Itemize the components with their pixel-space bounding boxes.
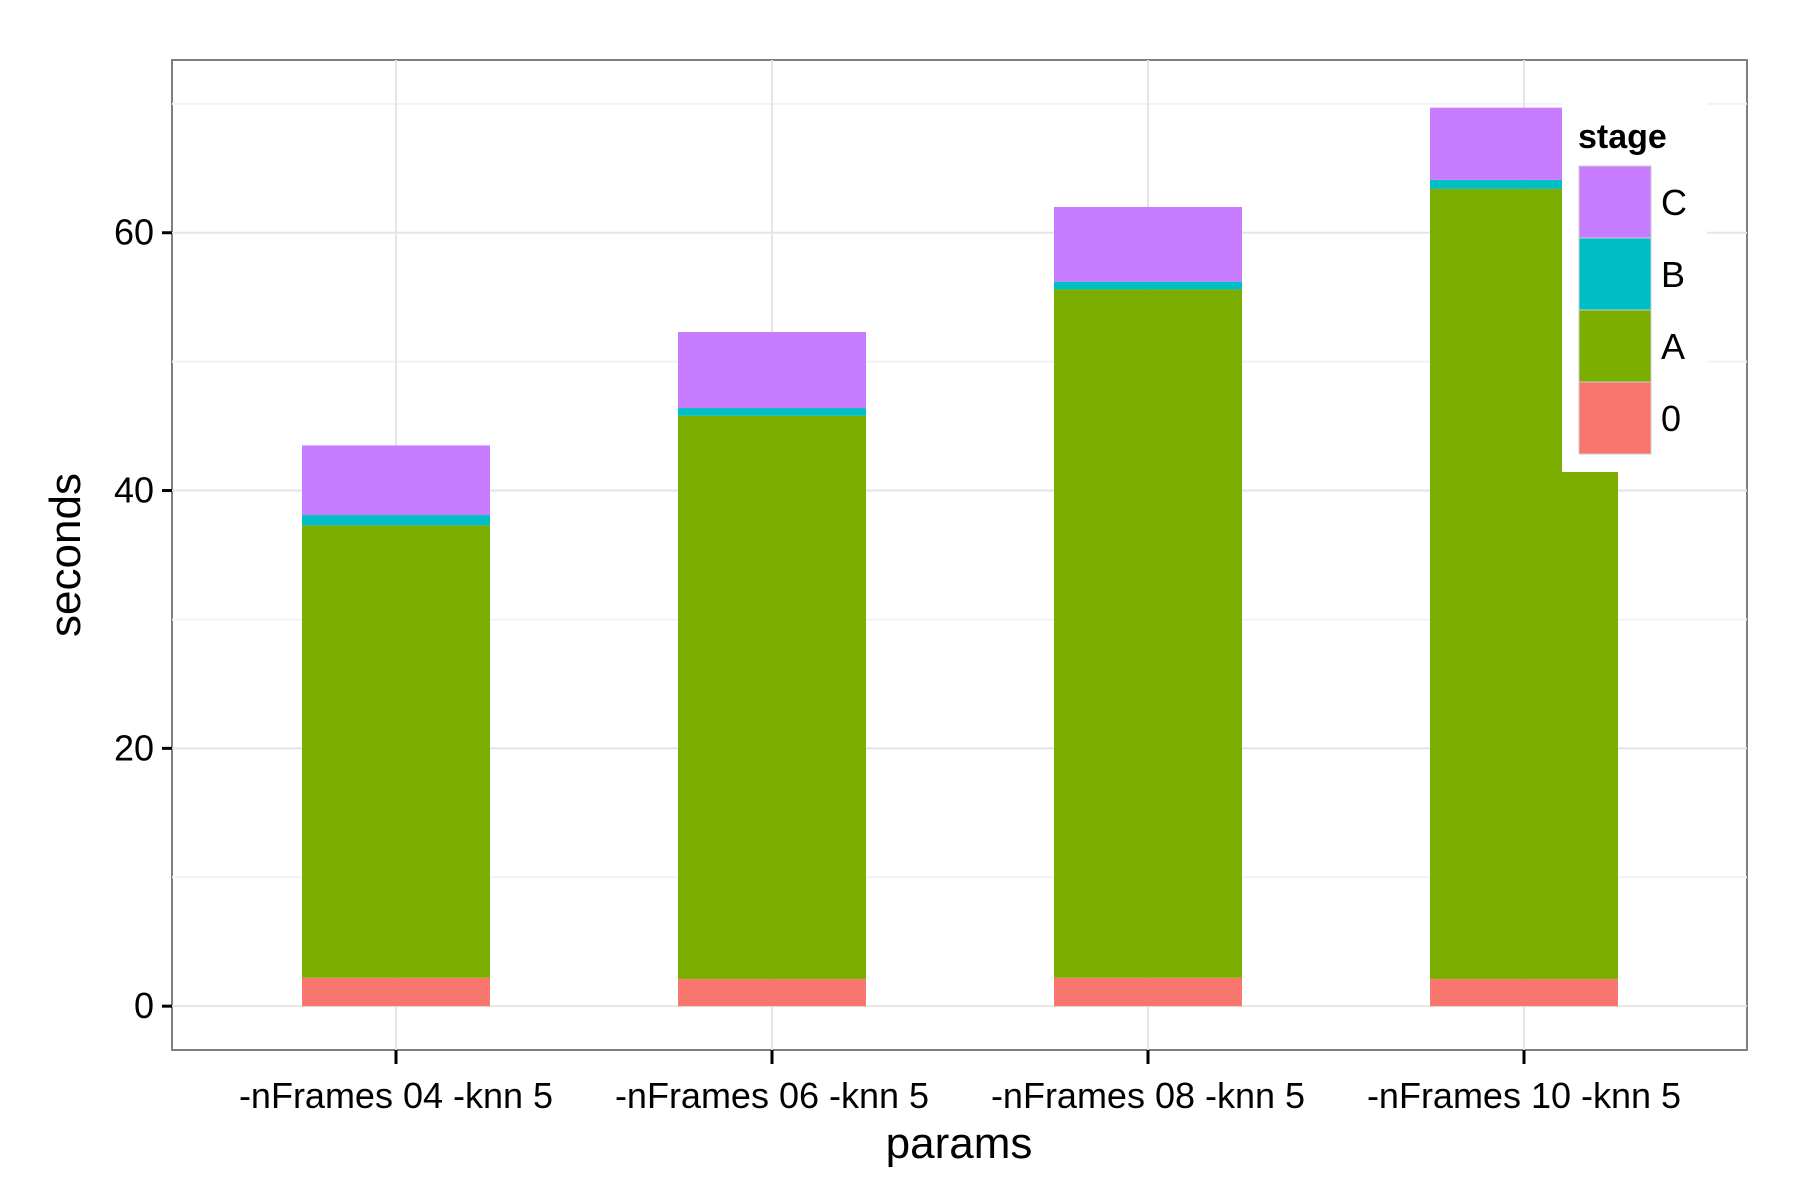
bar-segment-0 <box>1054 977 1242 1007</box>
bar-segment-B <box>1054 281 1242 290</box>
legend-items: CBA 0 <box>1578 165 1687 455</box>
bar-segment-C <box>302 445 490 516</box>
legend-label-0: 0 <box>1661 398 1681 439</box>
legend-key-0 <box>1578 381 1652 455</box>
y-tick-label: 20 <box>114 727 154 768</box>
legend-label-B: B <box>1661 254 1685 295</box>
y-tick-label: 0 <box>134 985 154 1026</box>
y-tick-label: 60 <box>114 212 154 253</box>
x-tick-label: -nFrames 10 -knn 5 <box>1367 1075 1681 1116</box>
bar-segment-B <box>1430 179 1618 189</box>
legend-label-A: A <box>1661 326 1685 367</box>
x-tick-label: -nFrames 06 -knn 5 <box>615 1075 929 1116</box>
legend-label-C: C <box>1661 182 1687 223</box>
legend: stage CBA 0 <box>1562 98 1707 472</box>
bar-segment-0 <box>678 979 866 1007</box>
bar-segment-0 <box>302 977 490 1007</box>
x-tick-label: -nFrames 04 -knn 5 <box>239 1075 553 1116</box>
bar-segment-A <box>1054 289 1242 978</box>
legend-key-C <box>1578 165 1652 239</box>
bar-segment-A <box>678 415 866 980</box>
x-axis-title: params <box>886 1119 1033 1168</box>
legend-key-A <box>1578 309 1652 383</box>
x-axis: -nFrames 04 -knn 5 -nFrames 06 -knn 5 -nFr… <box>239 1050 1681 1116</box>
legend-key-B <box>1578 237 1652 311</box>
bar-segment-B <box>678 408 866 416</box>
y-axis: 0 20 40 60 <box>114 212 172 1026</box>
bar-segment-0 <box>1430 979 1618 1007</box>
bar-segment-A <box>302 525 490 978</box>
y-axis-title: seconds <box>41 473 90 637</box>
bar-segment-C <box>1054 206 1242 282</box>
legend-title: stage <box>1578 118 1667 156</box>
bar-segment-C <box>678 331 866 409</box>
x-tick-label: -nFrames 08 -knn 5 <box>991 1075 1305 1116</box>
bar-segment-B <box>302 515 490 526</box>
y-tick-label: 40 <box>114 470 154 511</box>
